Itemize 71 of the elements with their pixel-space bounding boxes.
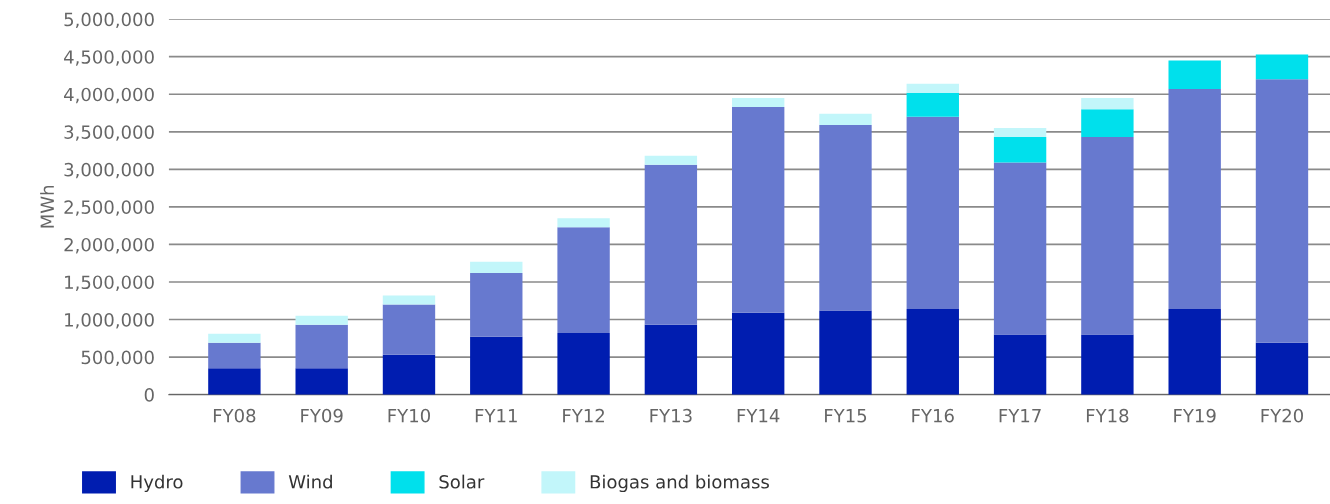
bar: [1168, 309, 1221, 395]
x-tick-label: FY18: [1086, 408, 1129, 423]
x-tick-label: FY13: [650, 408, 692, 423]
bar: [208, 342, 261, 369]
bar: [1255, 79, 1309, 343]
x-tick-label: FY20: [1261, 408, 1303, 423]
bar: [644, 324, 698, 395]
y-tick-label: 5,000,000: [64, 12, 154, 29]
x-tick-label: FY08: [213, 408, 256, 423]
legend-label: Biogas and biomass: [590, 474, 769, 493]
y-tick-label: 4,500,000: [64, 50, 154, 66]
bar: [819, 310, 872, 395]
legend-label: Hydro: [131, 474, 183, 493]
y-tick-label: 3,500,000: [64, 125, 154, 141]
bar: [906, 309, 959, 395]
x-tick-label: FY10: [388, 408, 430, 423]
bar: [382, 304, 436, 355]
bar: [1255, 342, 1309, 395]
bar: [644, 155, 698, 165]
bar: [993, 128, 1047, 138]
bar: [208, 333, 261, 343]
bar: [1081, 334, 1134, 395]
y-tick-label: 0: [144, 388, 154, 402]
bar: [993, 137, 1047, 163]
legend-label: Wind: [288, 474, 332, 489]
bar: [208, 368, 261, 395]
bar: [557, 218, 610, 228]
bar: [470, 261, 523, 273]
bar: [1081, 98, 1134, 110]
bar: [1255, 54, 1309, 80]
bar: [906, 83, 959, 93]
y-tick-label: 1,500,000: [65, 275, 154, 291]
y-tick-label: 2,000,000: [64, 237, 154, 254]
x-tick-label: FY15: [825, 409, 867, 423]
bar: [732, 98, 785, 108]
bar: [1168, 60, 1221, 89]
x-tick-label: FY19: [1174, 408, 1216, 423]
bar: [470, 336, 523, 395]
bar: [819, 125, 872, 311]
legend-label: Solar: [439, 474, 485, 489]
y-tick-label: 3,000,000: [64, 162, 154, 179]
x-tick-label: FY09: [301, 408, 343, 423]
bar: [382, 354, 436, 395]
bar: [1168, 88, 1221, 310]
y-axis-title: MWh: [40, 185, 54, 228]
bar: [557, 227, 610, 334]
y-tick-label: 4,000,000: [64, 87, 154, 104]
bar: [993, 334, 1047, 395]
x-tick-label: FY12: [563, 408, 604, 423]
y-tick-label: 1,000,000: [65, 313, 154, 329]
bar: [906, 92, 959, 117]
bar: [906, 116, 959, 310]
y-tick-label: 2,500,000: [64, 200, 154, 216]
x-tick-label: FY14: [737, 409, 780, 423]
bar: [295, 315, 348, 325]
x-tick-label: FY16: [912, 408, 954, 423]
bar: [382, 295, 436, 305]
bar: [1081, 137, 1134, 335]
bar: [557, 333, 610, 395]
bar: [993, 162, 1047, 335]
bar: [644, 164, 698, 325]
x-tick-label: FY17: [999, 409, 1041, 423]
bar: [470, 272, 523, 337]
bar: [295, 324, 348, 369]
bar: [732, 312, 785, 395]
bar: [732, 107, 785, 313]
x-tick-label: FY11: [475, 409, 517, 423]
bar: [819, 113, 872, 126]
bar: [1081, 109, 1134, 138]
y-tick-label: 500,000: [81, 350, 154, 367]
bar: [295, 368, 348, 395]
